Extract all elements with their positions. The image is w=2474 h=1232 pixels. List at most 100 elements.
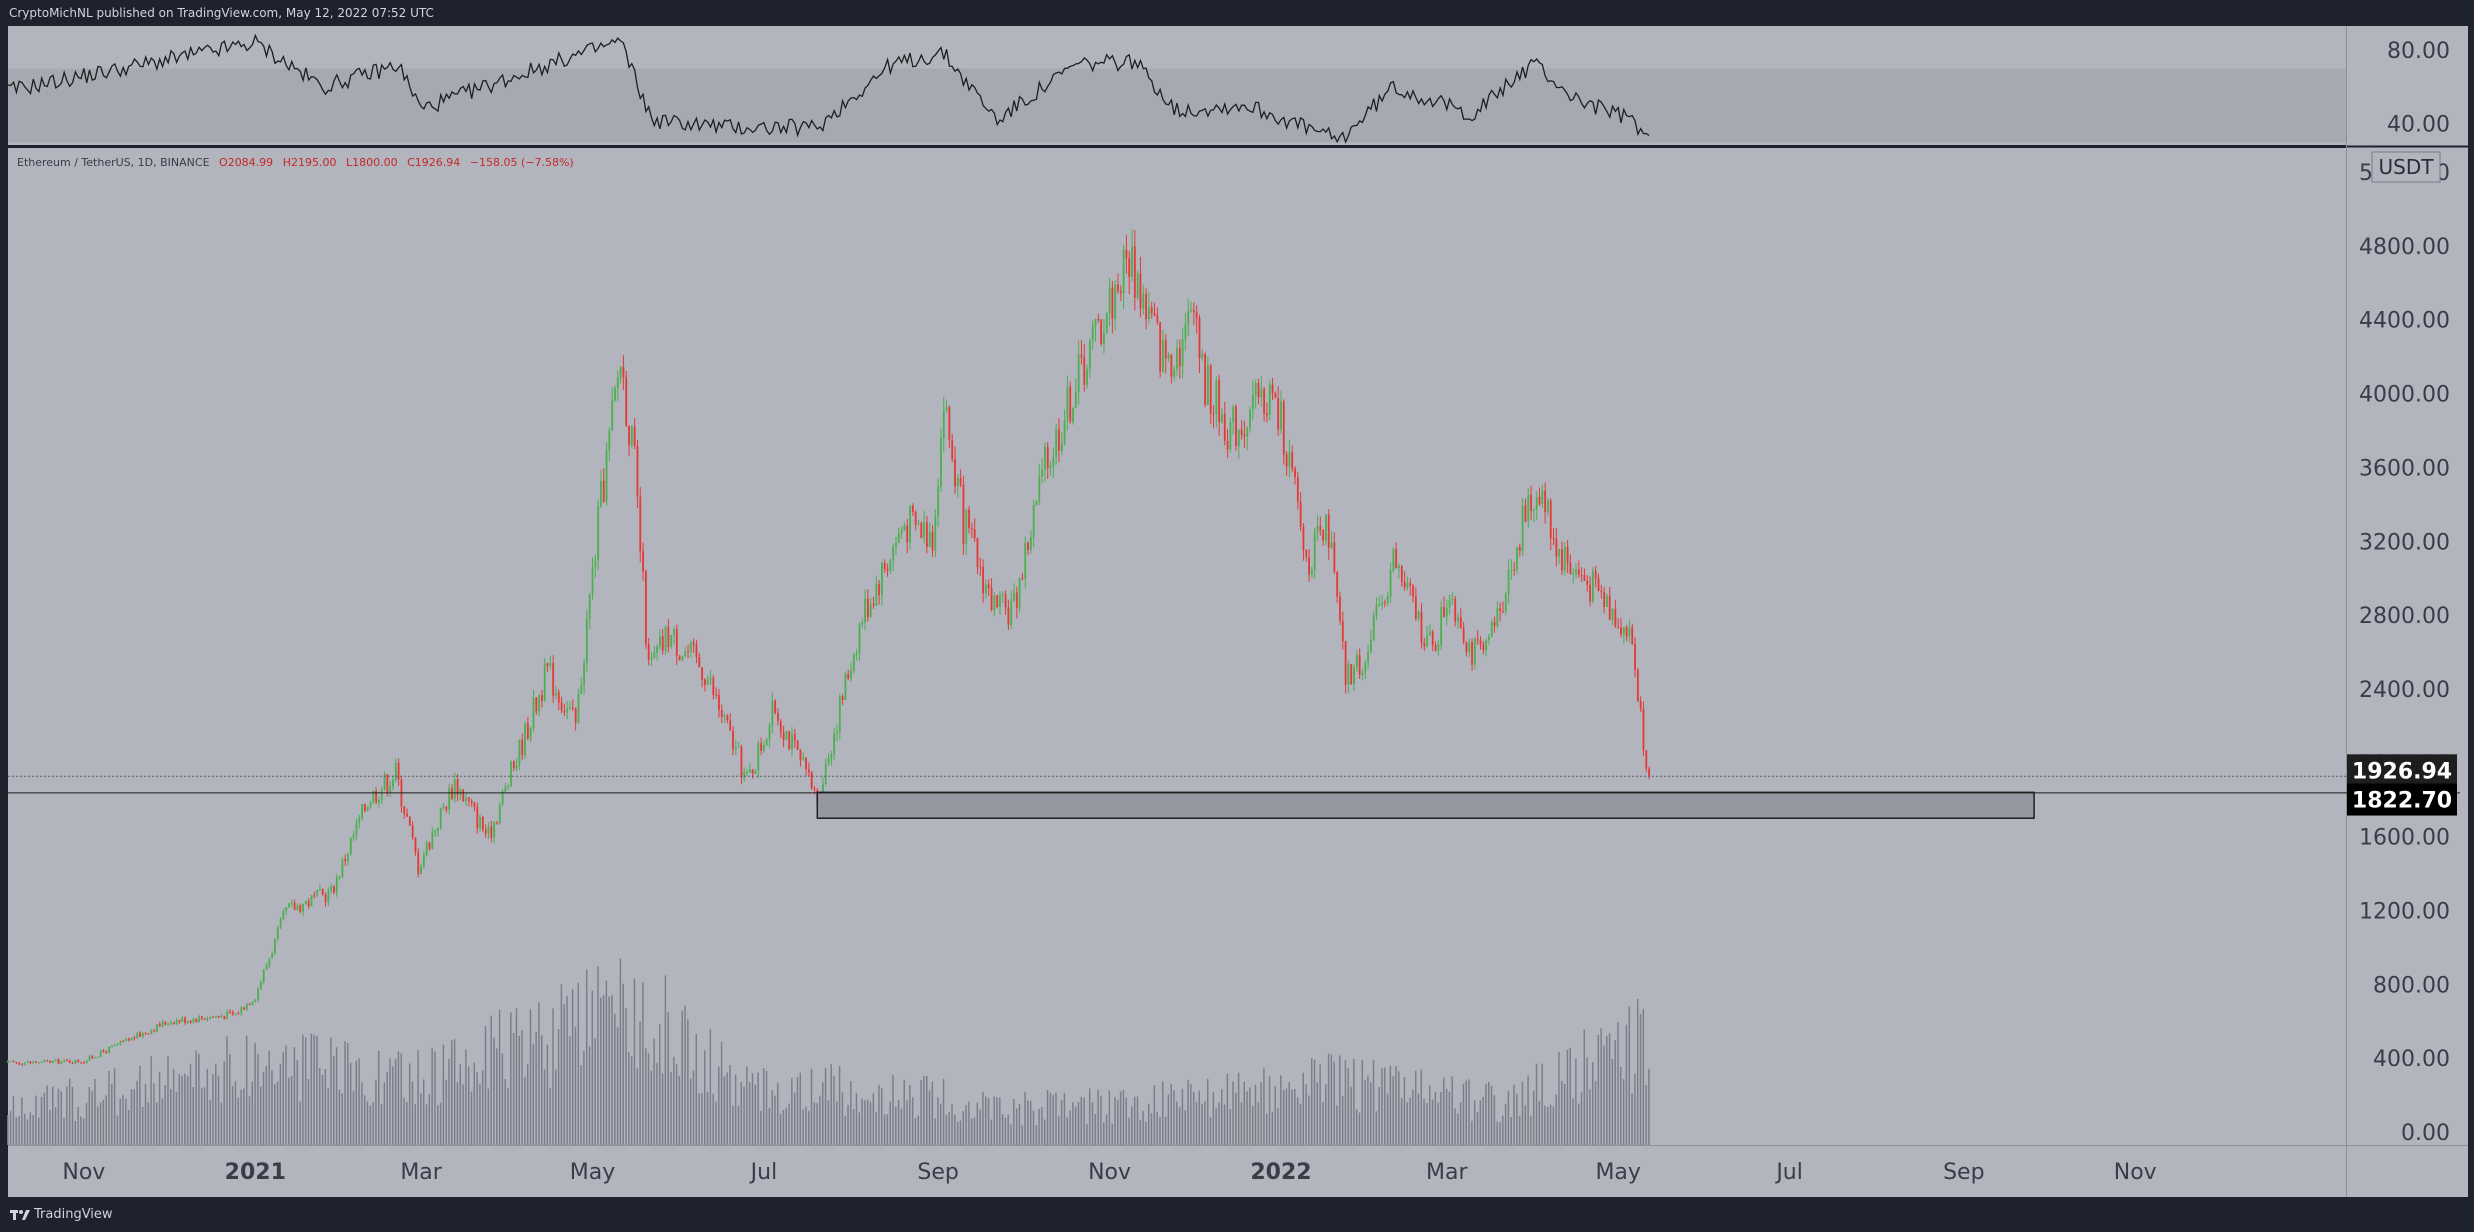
candle-body	[751, 769, 754, 774]
candle-body	[1015, 592, 1018, 608]
candle-body	[729, 720, 732, 731]
candle-body	[1378, 604, 1381, 606]
volume-bar	[1046, 1090, 1049, 1145]
volume-bar	[1195, 1101, 1198, 1145]
candle-body	[1347, 664, 1350, 685]
candle-body	[1350, 664, 1353, 685]
candle-body	[1600, 591, 1603, 593]
volume-bar	[383, 1082, 386, 1145]
candles[interactable]	[7, 229, 1651, 1066]
candle-body	[833, 733, 836, 754]
volume-bar	[125, 1098, 127, 1145]
candle-body	[1364, 662, 1367, 673]
time-tick-label: May	[1595, 1160, 1640, 1185]
candle-body	[127, 1039, 130, 1041]
volume-bar	[754, 1084, 757, 1145]
time-axis-ticks[interactable]: Nov 2021 Mar May Jul Sep Nov 2022 Mar May Jul Sep No…	[62, 1160, 2156, 1185]
volume-bar	[1392, 1075, 1394, 1145]
volume-bar	[824, 1067, 827, 1145]
candle-body	[1232, 406, 1235, 423]
volume-bar	[1274, 1086, 1276, 1145]
candle-body	[951, 440, 954, 460]
volume-bar	[644, 1048, 647, 1145]
volume-bar	[1066, 1117, 1068, 1145]
candle-body	[914, 511, 917, 525]
rsi-axis-ticks[interactable]: 80.00 40.00	[2387, 39, 2450, 138]
price-tick-label: 3600.00	[2359, 456, 2450, 481]
candle-body	[740, 746, 743, 778]
candle-body	[220, 1016, 223, 1018]
candle-body	[681, 655, 684, 661]
volume-bar	[1184, 1110, 1186, 1145]
volume-bar	[701, 1092, 703, 1145]
volume-bar	[968, 1101, 970, 1145]
candle-body	[1103, 333, 1105, 344]
candle-body	[1237, 429, 1240, 446]
support-zone-rectangle[interactable]	[816, 791, 2035, 819]
candle-body	[903, 525, 906, 531]
symbol-legend[interactable]: Ethereum / TetherUS, 1D, BINANCE O2084.9…	[17, 156, 574, 169]
volume-bar	[1069, 1110, 1071, 1145]
volume-bar	[498, 1009, 501, 1145]
candle-body	[119, 1041, 122, 1045]
volume-bar	[1524, 1105, 1526, 1145]
candle-body	[1305, 550, 1308, 558]
candle-body	[633, 426, 636, 447]
volume-bar	[1364, 1079, 1366, 1145]
volume-bar	[1145, 1121, 1147, 1145]
volume-bar	[1285, 1088, 1288, 1145]
volume-bar	[71, 1086, 74, 1145]
candle-body	[510, 761, 512, 786]
currency-label-box[interactable]	[2371, 151, 2441, 183]
volume-bar	[723, 1076, 726, 1145]
candle-body	[111, 1045, 113, 1048]
volume-bar	[993, 1096, 995, 1145]
volume-bar	[1330, 1054, 1333, 1145]
volume-bar	[1327, 1053, 1330, 1145]
candle-body	[718, 695, 720, 710]
volume-bar	[473, 1062, 476, 1145]
volume-bar	[139, 1066, 141, 1145]
candle-body	[150, 1030, 153, 1034]
candle-body	[113, 1045, 116, 1047]
candle-body	[1617, 626, 1620, 628]
candle-body	[80, 1062, 82, 1064]
tradingview-logo[interactable]: TradingView	[10, 1207, 113, 1222]
candle-body	[765, 739, 768, 746]
candle-body	[1316, 525, 1319, 533]
volume-bar	[892, 1075, 894, 1145]
volume-bar	[656, 1062, 658, 1145]
candle-body	[1513, 569, 1516, 571]
volume-bar	[1035, 1124, 1038, 1145]
volume-bar	[740, 1082, 742, 1145]
volume-bar	[616, 1027, 619, 1145]
volume-bar	[903, 1079, 905, 1145]
candle-body	[959, 477, 962, 485]
volume-bar	[1125, 1097, 1127, 1145]
volume-bar	[178, 1074, 180, 1145]
volume-bar	[1516, 1093, 1518, 1145]
candle-body	[408, 816, 411, 826]
candle-body	[1642, 708, 1645, 751]
volume-bar	[830, 1064, 832, 1145]
candle-body	[1029, 537, 1032, 550]
volume-bar	[546, 1044, 549, 1145]
volume-bar	[1313, 1059, 1316, 1145]
candle-body	[881, 562, 883, 596]
volume-bar	[1367, 1075, 1369, 1145]
candle-body	[141, 1032, 144, 1037]
candle-body	[257, 988, 260, 1000]
chart-area[interactable]: 5200.004800.004400.004000.003600.003200.…	[0, 26, 2474, 1197]
volume-bar	[85, 1102, 88, 1145]
candle-body	[237, 1013, 240, 1015]
price-chart[interactable]: 5200.004800.004400.004000.003600.003200.…	[0, 26, 2474, 1197]
candle-body	[1339, 596, 1341, 621]
volume-bar	[917, 1115, 920, 1145]
candle-body	[1369, 639, 1372, 652]
volume-bar	[198, 1053, 200, 1145]
volume-bar	[1206, 1078, 1209, 1145]
candle-body	[1451, 598, 1454, 600]
volume-bar	[695, 1033, 698, 1145]
candle-body	[1631, 627, 1634, 644]
volume-bar	[1268, 1076, 1271, 1145]
